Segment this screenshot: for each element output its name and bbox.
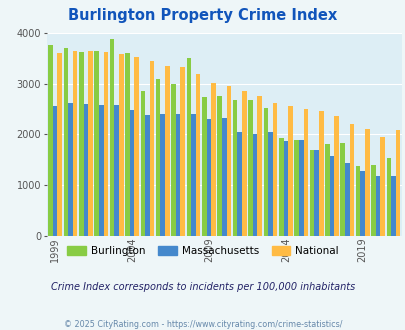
Legend: Burlington, Massachusetts, National: Burlington, Massachusetts, National <box>62 242 343 260</box>
Bar <box>145 115 149 236</box>
Bar <box>318 111 323 236</box>
Bar <box>267 132 272 236</box>
Bar <box>99 105 103 236</box>
Bar <box>313 150 318 236</box>
Bar <box>206 119 211 236</box>
Bar <box>324 144 329 236</box>
Bar <box>364 129 369 236</box>
Bar <box>103 52 108 236</box>
Bar <box>360 171 364 236</box>
Bar <box>329 156 333 236</box>
Bar <box>272 103 277 236</box>
Bar <box>83 104 88 236</box>
Bar <box>288 106 292 236</box>
Bar <box>344 163 349 236</box>
Text: Burlington Property Crime Index: Burlington Property Crime Index <box>68 8 337 23</box>
Bar <box>375 176 379 236</box>
Bar <box>149 61 154 236</box>
Bar <box>309 150 313 236</box>
Bar <box>202 97 206 236</box>
Bar <box>222 118 226 236</box>
Bar <box>171 84 175 236</box>
Bar <box>252 135 257 236</box>
Bar <box>257 96 261 236</box>
Bar <box>395 130 399 236</box>
Bar <box>175 114 180 236</box>
Bar <box>386 158 390 236</box>
Bar <box>72 51 77 236</box>
Bar <box>94 51 99 236</box>
Bar <box>247 100 252 236</box>
Bar <box>88 51 93 236</box>
Bar <box>186 58 191 236</box>
Bar <box>109 39 114 236</box>
Bar <box>191 114 195 236</box>
Bar <box>195 74 200 236</box>
Text: Crime Index corresponds to incidents per 100,000 inhabitants: Crime Index corresponds to incidents per… <box>51 282 354 292</box>
Bar <box>119 54 123 236</box>
Bar <box>64 48 68 236</box>
Bar <box>241 91 246 236</box>
Bar <box>180 67 185 236</box>
Bar <box>211 83 215 236</box>
Bar <box>134 57 139 236</box>
Bar <box>140 91 145 236</box>
Bar <box>278 138 283 236</box>
Bar <box>294 140 298 236</box>
Bar <box>263 108 267 236</box>
Bar <box>333 116 338 236</box>
Bar <box>114 105 119 236</box>
Bar <box>283 141 288 236</box>
Bar <box>165 66 169 236</box>
Bar <box>130 110 134 236</box>
Bar <box>48 45 53 236</box>
Bar <box>390 176 395 236</box>
Bar <box>217 96 222 236</box>
Bar <box>125 53 130 236</box>
Bar <box>298 140 303 236</box>
Bar <box>53 106 58 236</box>
Bar <box>58 53 62 236</box>
Bar <box>355 166 360 236</box>
Bar <box>160 114 165 236</box>
Bar <box>226 86 231 236</box>
Bar <box>156 79 160 236</box>
Bar <box>303 109 307 236</box>
Bar <box>379 137 384 236</box>
Bar <box>232 100 237 236</box>
Bar <box>349 124 354 236</box>
Text: © 2025 CityRating.com - https://www.cityrating.com/crime-statistics/: © 2025 CityRating.com - https://www.city… <box>64 320 341 329</box>
Bar <box>370 165 375 236</box>
Bar <box>237 132 241 236</box>
Bar <box>339 143 344 236</box>
Bar <box>68 103 72 236</box>
Bar <box>79 52 83 236</box>
